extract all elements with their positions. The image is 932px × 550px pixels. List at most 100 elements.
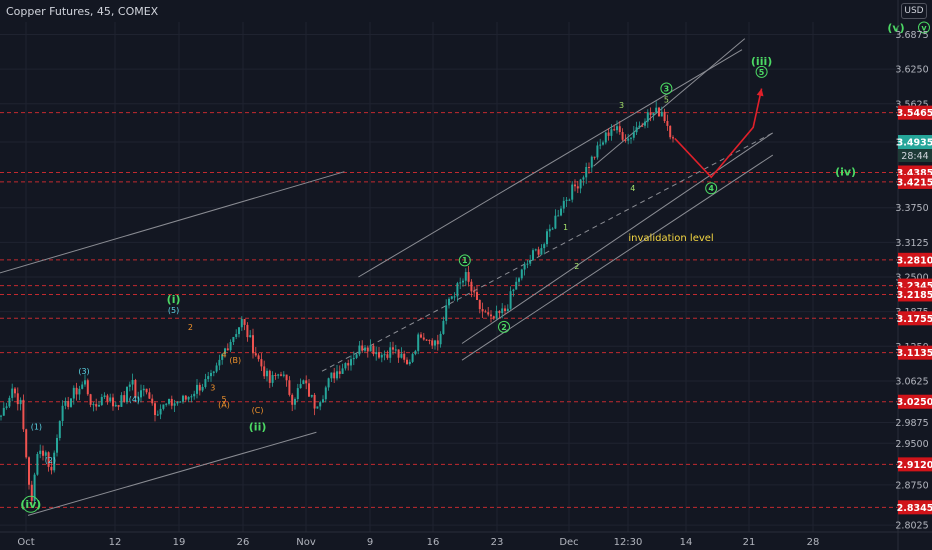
candle-body xyxy=(47,452,50,467)
candle-body xyxy=(257,355,260,360)
candle-body xyxy=(411,354,414,362)
candle-body xyxy=(425,339,428,341)
candle-body xyxy=(249,335,252,338)
wave-label: 3 xyxy=(619,101,624,110)
countdown-label: 28:44 xyxy=(901,151,928,162)
candle-body xyxy=(22,399,25,430)
candle-body xyxy=(476,292,478,301)
level-label: 3.4215 xyxy=(897,177,932,188)
channel-line[interactable] xyxy=(461,154,774,361)
candle-body xyxy=(70,398,72,407)
channel-line[interactable] xyxy=(358,49,743,278)
candle-body xyxy=(148,392,151,399)
grid xyxy=(0,22,898,532)
x-tick-label: Dec xyxy=(559,537,578,548)
trend-channels xyxy=(0,38,774,516)
wave-label: 2 xyxy=(574,262,579,271)
channel-midline[interactable] xyxy=(321,132,774,372)
candle-body xyxy=(5,406,8,408)
candle-body xyxy=(112,397,114,407)
level-label: 3.1135 xyxy=(897,348,932,359)
channel-line[interactable] xyxy=(461,132,774,344)
candle-body xyxy=(484,311,487,313)
currency-button[interactable]: USD xyxy=(901,3,927,19)
level-label-bg xyxy=(898,174,932,189)
candle-body xyxy=(16,393,19,405)
candle-body xyxy=(296,388,299,400)
candle-body xyxy=(548,228,551,232)
candle-body xyxy=(568,199,571,201)
candle-body xyxy=(604,132,607,143)
candle-body xyxy=(151,398,154,404)
candle-body xyxy=(504,308,506,311)
candle-body xyxy=(310,394,313,397)
y-tick-label: 3.2500 xyxy=(895,273,928,284)
channel-line[interactable] xyxy=(593,38,746,167)
candle-body xyxy=(526,263,529,265)
annotation-label: invalidation level xyxy=(628,233,713,244)
level-label: 3.4385 xyxy=(897,168,932,179)
chart-title: Copper Futures, 45, COMEX xyxy=(6,5,159,18)
candle-body xyxy=(366,347,369,352)
candle-body xyxy=(67,400,70,407)
candle-body xyxy=(336,371,338,379)
wave-label-circle xyxy=(705,182,718,195)
candle-body xyxy=(434,340,436,346)
candle-body xyxy=(492,316,495,319)
forecast-arrowhead xyxy=(756,88,764,97)
candle-body xyxy=(193,393,196,397)
channel-line[interactable] xyxy=(27,431,317,516)
candle-body xyxy=(355,354,358,358)
candle-body xyxy=(520,269,523,279)
wave-label: (A) xyxy=(218,400,230,409)
candle-body xyxy=(302,380,305,385)
candle-body xyxy=(364,347,366,351)
candle-body xyxy=(431,340,434,346)
candle-body xyxy=(103,395,106,397)
wave-label: 1 xyxy=(462,256,468,265)
candle-body xyxy=(142,388,145,391)
candle-body xyxy=(375,352,378,355)
candle-body xyxy=(25,429,28,458)
forecast-line[interactable] xyxy=(674,88,763,179)
candle-body xyxy=(599,144,602,146)
candle-body xyxy=(126,386,128,403)
candle-body xyxy=(350,359,352,366)
candle-body xyxy=(117,404,120,407)
candle-body xyxy=(2,407,5,416)
y-tick-label: 3.0625 xyxy=(895,376,928,387)
candle-body xyxy=(551,228,554,230)
x-tick-label: 12 xyxy=(109,537,122,548)
candle-body xyxy=(324,387,327,400)
y-tick-label: 2.9875 xyxy=(895,418,928,429)
candle-body xyxy=(271,375,274,383)
candle-body xyxy=(75,387,78,395)
candle-body xyxy=(98,404,100,407)
y-tick-label: 2.9500 xyxy=(895,439,928,450)
wave-label: (iv) xyxy=(835,166,856,179)
candle-body xyxy=(448,298,450,306)
candle-body xyxy=(95,404,98,407)
y-tick-label: 3.3750 xyxy=(895,203,928,214)
x-tick-label: 28 xyxy=(807,537,820,548)
candle-body xyxy=(305,380,308,384)
candle-body xyxy=(543,244,546,249)
wave-label: 4 xyxy=(221,350,226,359)
candle-body xyxy=(344,363,347,369)
channel-line[interactable] xyxy=(0,171,345,277)
candle-body xyxy=(299,384,302,389)
candle-body xyxy=(89,394,92,405)
candle-body xyxy=(672,137,674,139)
candle-body xyxy=(509,291,512,309)
candle-body xyxy=(78,388,81,395)
candle-body xyxy=(50,466,53,471)
candle-body xyxy=(156,414,159,416)
candle-body xyxy=(252,335,254,354)
candle-body xyxy=(263,366,266,377)
candle-body xyxy=(212,371,215,373)
candle-body xyxy=(215,365,218,372)
candle-body xyxy=(109,397,112,402)
wave-label: (iv) xyxy=(20,498,41,511)
